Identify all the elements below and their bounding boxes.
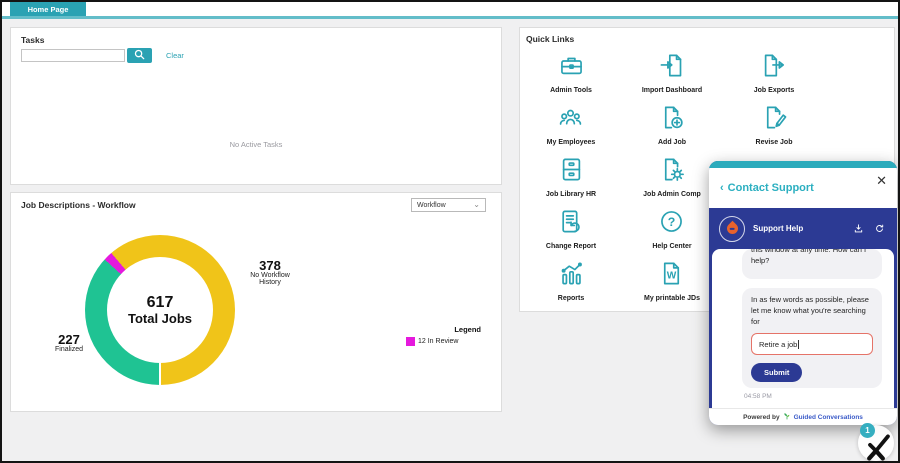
- chat-prompt-text: In as few words as possible, please let …: [751, 295, 869, 326]
- document-w-icon: W: [658, 260, 685, 292]
- guided-conversations-link[interactable]: Guided Conversations: [793, 413, 863, 421]
- workflow-dropdown-value: Workflow: [417, 201, 446, 209]
- tab-home-page[interactable]: Home Page: [10, 2, 86, 16]
- chat-input-value: Retire a job: [759, 339, 798, 349]
- total-jobs-value: 617: [146, 293, 174, 311]
- quick-link-admin-tools[interactable]: Admin Tools: [550, 46, 592, 94]
- tasks-panel-title: Tasks: [21, 35, 45, 45]
- quick-link-job-library-hr[interactable]: Job Library HR: [546, 150, 596, 198]
- no-workflow-history-value: 378: [259, 258, 281, 273]
- powered-by-text: Powered by: [743, 413, 780, 421]
- document-undo-icon: [557, 208, 584, 240]
- chat-title-text: Contact Support: [727, 182, 814, 194]
- quick-links-grid: Admin Tools Import Dashboard Job Exports…: [520, 46, 894, 306]
- quick-link-reports[interactable]: Reports: [558, 254, 585, 302]
- contact-support-chat-window: ‹ Contact Support ✕ Support Help this win…: [709, 161, 897, 425]
- legend-label-in-review: 12 In Review: [418, 338, 459, 345]
- sprout-icon: [783, 412, 791, 422]
- document-import-icon: [658, 52, 685, 84]
- workflow-panel: Job Descriptions - Workflow Workflow ⌄ 6…: [10, 192, 502, 412]
- people-icon: [557, 104, 584, 136]
- restart-conversation-icon[interactable]: [871, 222, 887, 236]
- svg-text:W: W: [667, 271, 677, 282]
- notification-badge: 1: [860, 423, 875, 438]
- finalized-value: 227: [58, 332, 80, 347]
- legend-item-in-review: 12 In Review: [406, 337, 491, 346]
- quick-link-import-dashboard[interactable]: Import Dashboard: [642, 46, 702, 94]
- checkmark-person-icon: [867, 434, 890, 461]
- donut-seam: [159, 363, 161, 386]
- text-cursor: [798, 339, 800, 349]
- download-transcript-icon[interactable]: [850, 222, 866, 236]
- agent-name: Support Help: [753, 224, 804, 233]
- question-circle-icon: ?: [658, 208, 685, 240]
- message-timestamp: 04:58 PM: [744, 393, 772, 400]
- quick-link-help-center[interactable]: ? Help Center: [652, 202, 692, 250]
- chat-message-area: this window at any time. How can I help?…: [712, 249, 894, 408]
- search-icon: [134, 48, 145, 63]
- close-icon[interactable]: ✕: [876, 173, 887, 188]
- quick-link-job-admin-comp[interactable]: Job Admin Comp: [643, 150, 701, 198]
- support-avatar: [719, 215, 745, 242]
- document-export-icon: [760, 52, 787, 84]
- chat-launcher[interactable]: 1: [853, 421, 898, 461]
- tasks-search-button[interactable]: [127, 48, 152, 63]
- quick-link-my-employees[interactable]: My Employees: [547, 98, 595, 146]
- donut-center: 617 Total Jobs: [107, 257, 213, 363]
- chat-top-strip: [709, 161, 897, 168]
- callout-finalized: 227 Finalized: [41, 333, 97, 353]
- chevron-down-icon: ⌄: [473, 200, 480, 209]
- quick-link-job-exports[interactable]: Job Exports: [754, 46, 794, 94]
- chat-text-input[interactable]: Retire a job: [751, 333, 873, 355]
- tab-home-page-label: Home Page: [27, 4, 69, 14]
- no-active-tasks-text: No Active Tasks: [229, 140, 283, 149]
- tab-underline: [2, 16, 898, 19]
- chat-agent-bar: Support Help: [709, 208, 897, 249]
- chat-header: ‹ Contact Support ✕: [709, 168, 897, 208]
- document-add-icon: [659, 104, 686, 136]
- quick-link-add-job[interactable]: Add Job: [658, 98, 686, 146]
- tasks-search-input[interactable]: [21, 49, 125, 62]
- tasks-search-row: Clear: [21, 48, 184, 63]
- total-jobs-label: Total Jobs: [127, 310, 193, 326]
- callout-no-workflow-history: 378 No Workflow History: [239, 259, 301, 286]
- chat-footer: Powered by Guided Conversations: [709, 408, 897, 425]
- quick-links-title: Quick Links: [526, 34, 575, 44]
- flame-drop-icon: [724, 220, 740, 237]
- legend-title: Legend: [454, 325, 481, 334]
- svg-text:?: ?: [668, 215, 676, 229]
- chat-message-clipped: this window at any time. How can I help?: [742, 249, 882, 279]
- bar-chart-icon: [558, 260, 585, 292]
- quick-link-revise-job[interactable]: Revise Job: [756, 98, 792, 146]
- submit-button[interactable]: Submit: [751, 363, 803, 382]
- quick-link-my-printable-jds[interactable]: W My printable JDs: [644, 254, 700, 302]
- legend-swatch-in-review: [406, 337, 415, 346]
- tab-bar: Home Page: [2, 2, 898, 16]
- back-chevron-icon[interactable]: ‹: [720, 182, 724, 194]
- chat-message-clipped-text: this window at any time. How can I help?: [751, 249, 867, 265]
- document-edit-icon: [761, 104, 788, 136]
- briefcase-icon: [558, 52, 585, 84]
- tasks-panel: Tasks Clear No Active Tasks: [10, 27, 502, 185]
- chart-legend: Legend 12 In Review: [406, 325, 491, 346]
- quick-link-change-report[interactable]: Change Report: [546, 202, 596, 250]
- workflow-panel-title: Job Descriptions - Workflow: [21, 200, 136, 210]
- tasks-clear-link[interactable]: Clear: [166, 51, 184, 60]
- chat-message-prompt: In as few words as possible, please let …: [742, 288, 882, 388]
- finalized-label: Finalized: [54, 346, 83, 353]
- chat-title[interactable]: ‹ Contact Support: [720, 182, 814, 194]
- document-gear-icon: [659, 156, 686, 188]
- workflow-dropdown[interactable]: Workflow ⌄: [411, 198, 486, 212]
- no-workflow-history-label: No Workflow History: [250, 272, 290, 286]
- cabinet-icon: [558, 156, 585, 188]
